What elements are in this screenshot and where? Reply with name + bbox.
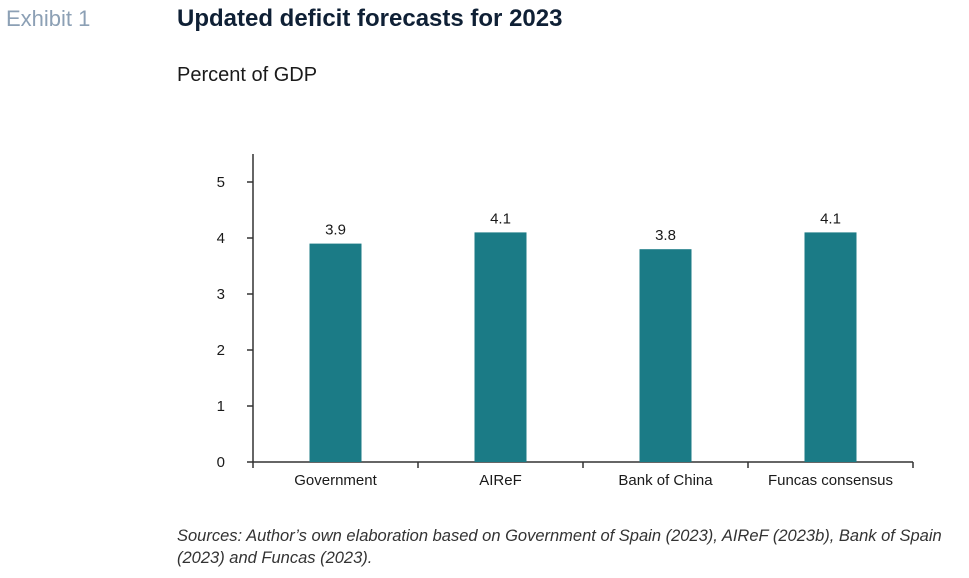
y-tick-label: 4	[217, 230, 225, 247]
y-tick-label: 3	[217, 286, 225, 303]
data-label: 4.1	[820, 210, 841, 227]
category-label: Funcas consensus	[768, 472, 893, 489]
category-label: Government	[294, 472, 377, 489]
data-label: 3.8	[655, 227, 676, 244]
y-tick-label: 2	[217, 342, 225, 359]
category-label: Bank of China	[618, 472, 713, 489]
y-tick-label: 1	[217, 398, 225, 415]
chart-subtitle: Percent of GDP	[177, 64, 318, 86]
y-tick-label: 5	[217, 174, 225, 191]
y-tick-label: 0	[217, 454, 225, 471]
data-label: 4.1	[490, 210, 511, 227]
exhibit-label: Exhibit 1	[6, 6, 91, 31]
bar	[309, 243, 362, 462]
bar	[639, 249, 692, 462]
bar-chart: 0 1 2 3 4 5 3.9 Government 4.1 AIReF 3.8 Bank of Ch…	[217, 154, 914, 489]
category-label: AIReF	[479, 472, 522, 489]
chart-title: Updated deficit forecasts for 2023	[177, 5, 563, 32]
bar	[804, 232, 857, 462]
data-label: 3.9	[325, 222, 346, 239]
source-note: Sources: Author’s own elaboration based …	[177, 527, 942, 567]
bar	[474, 232, 527, 462]
